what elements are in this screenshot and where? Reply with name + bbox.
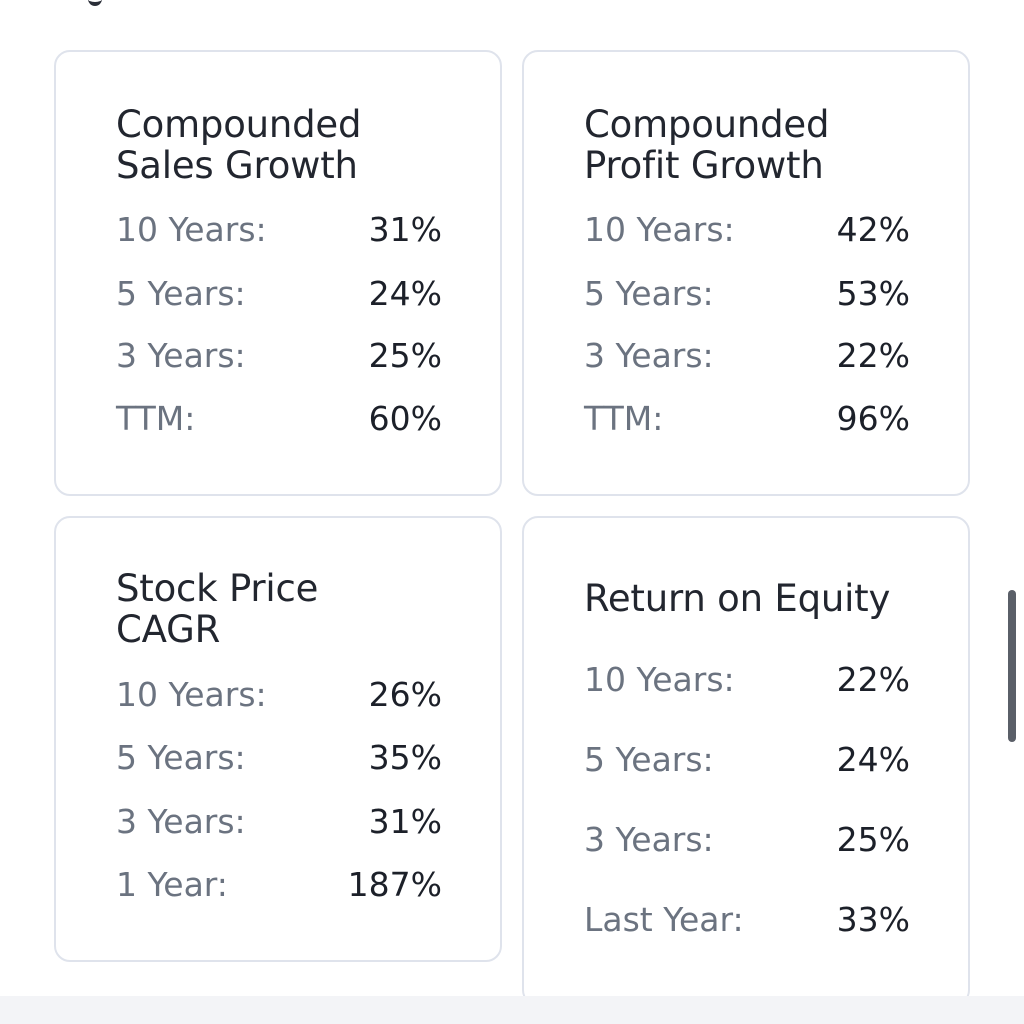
- metric-row-5-years: 5 Years: 53%: [584, 272, 910, 316]
- metric-row-ttm: TTM: 96%: [584, 397, 910, 441]
- metric-row-3-years: 3 Years: 22%: [584, 334, 910, 378]
- metric-row-10-years: 10 Years: 22%: [584, 658, 910, 702]
- metric-row-3-years: 3 Years: 25%: [584, 818, 910, 862]
- metric-label: 5 Years:: [116, 738, 246, 777]
- metric-value: 53%: [836, 274, 910, 313]
- card-title-line-2: Profit Growth: [584, 144, 824, 187]
- card-title-line-2: CAGR: [116, 608, 221, 651]
- metric-label: Last Year:: [584, 900, 744, 939]
- metric-row-3-years: 3 Years: 31%: [116, 800, 442, 844]
- metric-label: 3 Years:: [116, 802, 246, 841]
- card-title-line-2: Sales Growth: [116, 144, 358, 187]
- metric-value: 24%: [836, 740, 910, 779]
- metric-row-5-years: 5 Years: 35%: [116, 736, 442, 780]
- metric-label: 5 Years:: [116, 274, 246, 313]
- card-title-line-1: Compounded: [584, 103, 830, 146]
- card-title-line-1: Compounded: [116, 103, 362, 146]
- stock-price-cagr-card: Stock Price CAGR 10 Years: 26% 5 Years: …: [54, 516, 502, 962]
- metric-value: 25%: [836, 820, 910, 859]
- metric-value: 31%: [368, 802, 442, 841]
- metric-value: 25%: [368, 336, 442, 375]
- metric-value: 60%: [368, 399, 442, 438]
- metric-row-10-years: 10 Years: 42%: [584, 208, 910, 252]
- metric-label: TTM:: [584, 399, 664, 438]
- metric-value: 35%: [368, 738, 442, 777]
- metric-value: 42%: [836, 210, 910, 249]
- metric-row-5-years: 5 Years: 24%: [116, 272, 442, 316]
- metric-row-ttm: TTM: 60%: [116, 397, 442, 441]
- metric-label: 10 Years:: [116, 675, 267, 714]
- metric-value: 26%: [368, 675, 442, 714]
- card-title: Compounded Sales Growth: [116, 104, 456, 186]
- metric-value: 33%: [836, 900, 910, 939]
- metric-label: 10 Years:: [584, 660, 735, 699]
- metric-label: 10 Years:: [116, 210, 267, 249]
- metric-row-10-years: 10 Years: 26%: [116, 673, 442, 717]
- return-on-equity-card: Return on Equity 10 Years: 22% 5 Years: …: [522, 516, 970, 1006]
- profit-growth-card: Compounded Profit Growth 10 Years: 42% 5…: [522, 50, 970, 496]
- card-title: Return on Equity: [584, 578, 924, 619]
- vertical-scrollbar[interactable]: [1008, 590, 1016, 742]
- metric-value: 22%: [836, 336, 910, 375]
- metric-label: 5 Years:: [584, 740, 714, 779]
- metric-label: TTM:: [116, 399, 196, 438]
- card-title-line-1: Return on Equity: [584, 577, 891, 620]
- metric-value: 96%: [836, 399, 910, 438]
- metric-label: 3 Years:: [584, 336, 714, 375]
- metric-row-10-years: 10 Years: 31%: [116, 208, 442, 252]
- sales-growth-card: Compounded Sales Growth 10 Years: 31% 5 …: [54, 50, 502, 496]
- metric-label: 5 Years:: [584, 274, 714, 313]
- metric-label: 3 Years:: [116, 336, 246, 375]
- metric-value: 31%: [368, 210, 442, 249]
- metric-value: 24%: [368, 274, 442, 313]
- metric-label: 3 Years:: [584, 820, 714, 859]
- card-title: Stock Price CAGR: [116, 568, 456, 650]
- metric-row-3-years: 3 Years: 25%: [116, 334, 442, 378]
- card-title: Compounded Profit Growth: [584, 104, 924, 186]
- metric-value: 22%: [836, 660, 910, 699]
- metric-label: 1 Year:: [116, 865, 228, 904]
- metric-label: 10 Years:: [584, 210, 735, 249]
- metric-row-5-years: 5 Years: 24%: [584, 738, 910, 782]
- metric-row-last-year: Last Year: 33%: [584, 898, 910, 942]
- cut-off-text-fragment: [88, 0, 102, 6]
- metric-row-1-year: 1 Year: 187%: [116, 863, 442, 907]
- metric-value: 187%: [347, 865, 442, 904]
- bottom-bar: [0, 996, 1024, 1024]
- card-title-line-1: Stock Price: [116, 567, 319, 610]
